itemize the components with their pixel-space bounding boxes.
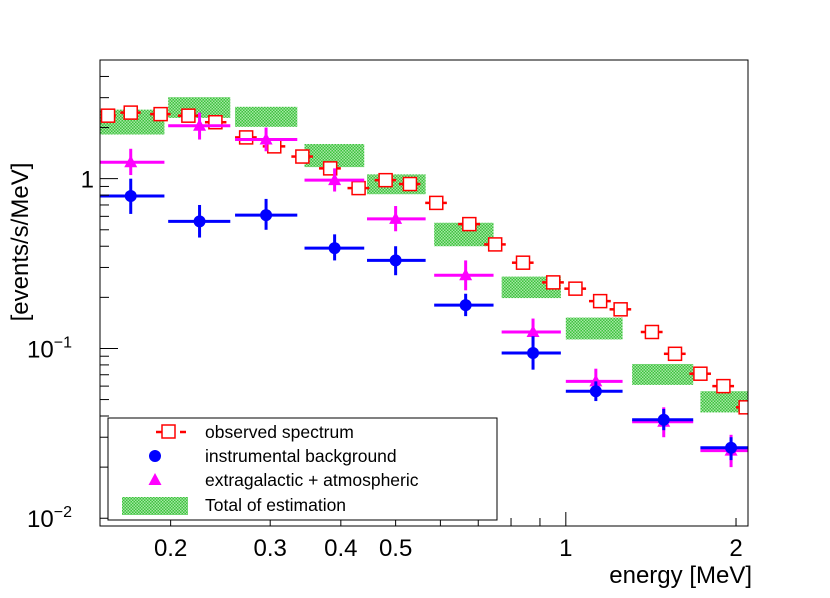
x-tick-label: 1 (559, 535, 572, 562)
extragalactic-point (304, 168, 365, 192)
observed-point (291, 149, 313, 164)
instrumental-point (100, 178, 165, 214)
extragalactic-point (100, 148, 165, 176)
legend-label-instrumental: instrumental background (205, 446, 397, 466)
total-estimation-band (700, 391, 748, 413)
observed-point (609, 302, 632, 317)
legend-circle-marker (149, 450, 161, 462)
legend: observed spectrum instrumental backgroun… (107, 417, 498, 521)
total-estimation-band (235, 106, 298, 127)
instrumental-point (501, 336, 561, 370)
instrumental-point (235, 198, 298, 230)
instrumental-point (565, 381, 623, 402)
legend-item-total: Total of estimation (122, 495, 346, 515)
instrumental-point (434, 293, 494, 317)
x-tick-label: 0.4 (324, 535, 357, 562)
legend-band-swatch (122, 497, 188, 515)
observed-point (564, 281, 587, 296)
extragalactic-atmospheric-series (100, 112, 748, 468)
instrumental-point (632, 408, 694, 431)
observed-point (589, 293, 611, 309)
observed-point (347, 180, 370, 196)
observed-point (374, 172, 397, 188)
x-tick-label: 0.5 (379, 535, 412, 562)
instrumental-point (168, 204, 231, 238)
y-axis-title: [events/s/MeV] (7, 163, 34, 322)
legend-label-extragalactic: extragalactic + atmospheric (205, 470, 419, 490)
observed-point (689, 366, 711, 381)
observed-point (150, 106, 171, 122)
observed-point (120, 105, 141, 120)
observed-point (712, 378, 735, 394)
observed-point (100, 108, 116, 123)
observed-point (235, 130, 257, 145)
extragalactic-point (367, 206, 426, 232)
plot-frame (99, 59, 749, 527)
observed-point (177, 108, 199, 123)
legend-open-square-marker (161, 424, 176, 439)
total-estimation-band (434, 222, 494, 247)
x-tick-label: 0.3 (254, 535, 287, 562)
total-estimation-series (100, 97, 748, 413)
y-tick-label: 10−1 (27, 334, 72, 363)
legend-triangle-marker (148, 473, 162, 485)
instrumental-point (367, 246, 426, 276)
x-tick-label: 0.2 (154, 535, 187, 562)
observed-point (484, 237, 506, 252)
legend-label-observed: observed spectrum (205, 422, 354, 442)
extragalactic-point (501, 318, 561, 345)
observed-spectrum-series (100, 105, 748, 415)
extragalactic-point (235, 127, 298, 152)
observed-point (663, 346, 686, 362)
instrumental-background-series (100, 178, 748, 461)
y-tick-label: 1 (81, 167, 94, 194)
observed-point (458, 216, 480, 232)
extragalactic-point (168, 112, 231, 140)
axes: 0.2 0.3 0.4 0.5 1 2 1 10−1 10−2 (27, 59, 743, 562)
legend-item-observed: observed spectrum (156, 422, 354, 442)
instrumental-point (304, 234, 365, 261)
legend-item-extragalactic: extragalactic + atmospheric (148, 470, 419, 490)
x-axis-title: energy [MeV] (609, 562, 752, 589)
total-estimation-band (632, 363, 694, 385)
y-tick-label: 10−2 (27, 504, 72, 533)
observed-point (736, 400, 748, 415)
total-estimation-band (565, 317, 623, 340)
extragalactic-point (434, 260, 494, 291)
observed-point (511, 255, 534, 270)
legend-label-total: Total of estimation (205, 495, 346, 515)
x-tick-label: 2 (729, 535, 742, 562)
observed-point (640, 324, 663, 340)
observed-point (425, 195, 447, 211)
instrumental-point (700, 437, 748, 461)
observed-point (542, 275, 564, 290)
observed-point (399, 176, 421, 192)
legend-item-instrumental: instrumental background (149, 446, 397, 466)
total-estimation-band (304, 144, 365, 168)
